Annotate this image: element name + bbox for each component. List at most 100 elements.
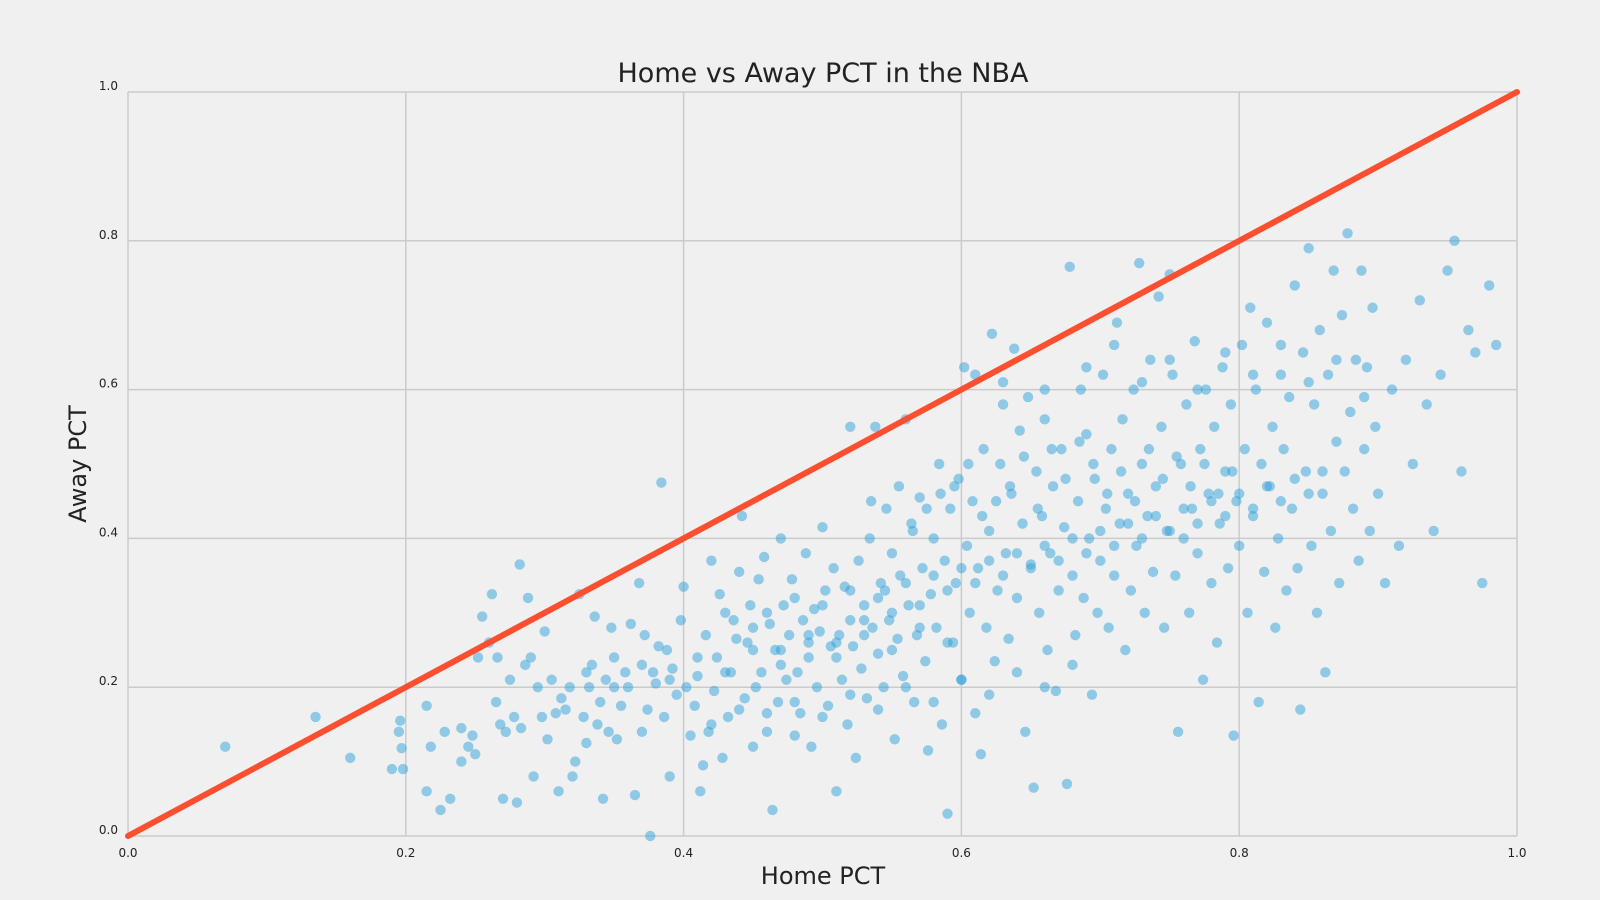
data-point [1147, 566, 1159, 578]
data-point [1008, 343, 1020, 354]
data-point [958, 362, 970, 373]
data-point [1414, 295, 1425, 306]
data-point [492, 652, 503, 663]
data-point [497, 793, 509, 804]
data-point [1206, 577, 1217, 589]
data-point [511, 797, 523, 808]
data-point [879, 585, 891, 596]
data-point [1102, 488, 1113, 499]
y-tick-label: 0.0 [99, 823, 118, 837]
data-point [870, 421, 881, 432]
data-point [393, 726, 405, 738]
data-point [1222, 562, 1234, 574]
data-point [439, 726, 450, 738]
data-point [789, 592, 800, 604]
data-point [1300, 466, 1312, 477]
data-point [567, 771, 578, 782]
y-tick-label: 0.6 [99, 377, 118, 391]
x-tick-label: 0.8 [1230, 846, 1249, 860]
data-point [942, 637, 953, 648]
data-point [1213, 488, 1224, 499]
data-point [661, 644, 673, 656]
data-point [1143, 443, 1155, 455]
data-point [1108, 339, 1120, 351]
data-point [747, 644, 759, 656]
data-point [1067, 533, 1078, 544]
data-point [949, 481, 960, 492]
data-point [476, 611, 488, 622]
data-point [1074, 436, 1085, 447]
data-point [1145, 354, 1156, 366]
data-point [1270, 622, 1281, 633]
data-point [1014, 425, 1025, 436]
data-point [1407, 458, 1419, 470]
data-point [1081, 548, 1092, 559]
data-point [1259, 566, 1270, 578]
data-point [645, 830, 656, 842]
data-point [495, 719, 506, 730]
data-point [656, 477, 667, 488]
data-point [1225, 399, 1237, 410]
data-point [936, 719, 948, 730]
data-point [1067, 659, 1078, 671]
data-point [1421, 399, 1432, 410]
data-point [942, 585, 953, 596]
data-point [608, 682, 620, 693]
data-point [1314, 324, 1325, 336]
data-point [1061, 778, 1073, 790]
data-point [820, 585, 831, 596]
data-point [797, 615, 809, 626]
data-point [1247, 503, 1259, 514]
data-point [1456, 466, 1467, 477]
data-point [504, 674, 516, 685]
data-point [664, 674, 675, 685]
data-point [395, 715, 406, 726]
data-point [1236, 339, 1248, 351]
data-point [747, 741, 759, 752]
data-point [435, 804, 446, 816]
data-point [1060, 473, 1071, 485]
data-point [806, 741, 817, 752]
data-point [1317, 488, 1328, 499]
data-point [636, 659, 648, 671]
data-point [811, 682, 823, 693]
data-point [678, 581, 689, 592]
data-point [685, 730, 696, 741]
data-point [515, 722, 527, 734]
data-point [1289, 280, 1300, 291]
data-point [1017, 518, 1028, 529]
data-point [1031, 466, 1042, 477]
data-point [1242, 607, 1253, 618]
data-point [714, 589, 725, 600]
data-point [995, 458, 1006, 470]
scatter-points [220, 228, 1502, 842]
data-point [1309, 399, 1320, 410]
data-point [956, 674, 967, 685]
data-point [831, 786, 842, 797]
data-point [908, 696, 920, 708]
data-point [1064, 261, 1075, 273]
data-point [711, 652, 723, 663]
data-point [1028, 782, 1039, 793]
data-point [1372, 488, 1384, 499]
data-point [622, 682, 634, 693]
x-axis-ticks: 0.0 0.2 0.4 0.6 0.8 1.0 [118, 846, 1526, 860]
data-point [1328, 265, 1339, 276]
data-point [633, 577, 645, 589]
data-point [1164, 525, 1175, 537]
data-point [528, 771, 539, 782]
data-point [720, 667, 731, 678]
data-point [508, 711, 520, 723]
data-point [1200, 384, 1212, 395]
data-point [900, 577, 912, 589]
data-point [650, 678, 662, 689]
data-point [858, 600, 870, 611]
data-point [1239, 443, 1250, 455]
data-point [817, 522, 828, 533]
data-point [1272, 533, 1284, 544]
x-tick-label: 0.6 [952, 846, 971, 860]
data-point [1197, 674, 1209, 685]
data-point [1303, 376, 1314, 388]
data-point [992, 585, 1003, 596]
